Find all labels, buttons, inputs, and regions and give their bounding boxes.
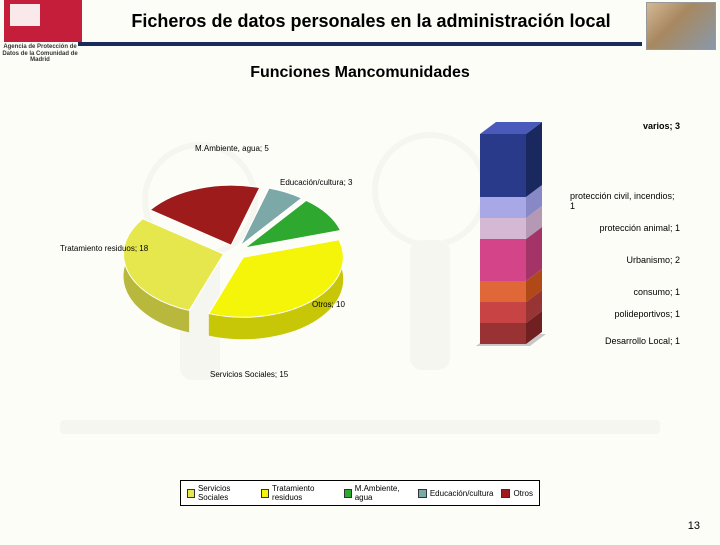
madrid-logo (4, 0, 82, 42)
column-segment-label: Desarrollo Local; 1 (605, 337, 680, 347)
header-rule (78, 42, 642, 46)
legend-item: Otros (501, 489, 533, 498)
pie-chart: Servicios Sociales; 15Tratamiento residu… (80, 132, 390, 392)
legend-item: Tratamiento residuos (261, 484, 336, 502)
legend-swatch (261, 489, 269, 498)
column-segment-label: consumo; 1 (633, 288, 680, 298)
chart-area: Servicios Sociales; 15 Tratamiento residu… (0, 92, 720, 472)
legend-label: Otros (513, 489, 533, 498)
legend-label: Servicios Sociales (198, 484, 253, 502)
legend-label: M.Ambiente, agua (355, 484, 410, 502)
chart-subtitle: Funciones Mancomunidades (0, 64, 720, 82)
stacked-column (470, 112, 560, 362)
column-segment-label: varios; 3 (643, 122, 680, 132)
pie-slice-label: Tratamiento residuos; 18 (60, 244, 148, 253)
column-segment-label: protección animal; 1 (599, 224, 680, 234)
legend-swatch (187, 489, 195, 498)
legend-swatch (344, 489, 352, 498)
legend-label: Tratamiento residuos (272, 484, 336, 502)
legend-label: Educación/cultura (430, 489, 494, 498)
pie-slice-label: M.Ambiente, agua; 5 (195, 144, 269, 153)
column-segment-label: polideportivos; 1 (614, 310, 680, 320)
pie-slice-label: Servicios Sociales; 15 (210, 370, 288, 379)
legend-item: M.Ambiente, agua (344, 484, 410, 502)
legend-item: Servicios Sociales (187, 484, 253, 502)
pie-slice-label: Otros; 10 (312, 300, 345, 309)
legend: Servicios Sociales Tratamiento residuos M.… (180, 480, 540, 506)
agency-label: Agencia de Protección de Datos de la Com… (2, 44, 78, 64)
page-number: 13 (688, 520, 700, 532)
header-photo (646, 2, 716, 50)
column-segment-label: Urbanismo; 2 (626, 256, 680, 266)
legend-swatch (418, 489, 427, 498)
pie-slice-label: Educación/cultura; 3 (280, 178, 353, 187)
page-title: Ficheros de datos personales en la admin… (82, 11, 720, 32)
legend-item: Educación/cultura (418, 489, 494, 498)
legend-swatch (501, 489, 510, 498)
column-segment-label: protección civil, incendios; 1 (570, 192, 680, 212)
header: Ficheros de datos personales en la admin… (0, 0, 720, 42)
